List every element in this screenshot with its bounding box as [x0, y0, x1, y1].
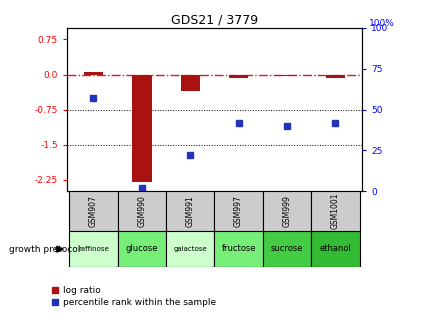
Bar: [325, 75, 344, 78]
Text: 100%: 100%: [368, 19, 393, 28]
Bar: [228, 75, 248, 78]
FancyBboxPatch shape: [166, 191, 214, 231]
Text: GSM999: GSM999: [282, 195, 291, 227]
FancyBboxPatch shape: [214, 191, 262, 231]
Text: GSM1001: GSM1001: [330, 193, 339, 229]
Text: GSM990: GSM990: [137, 195, 146, 227]
Legend: log ratio, percentile rank within the sample: log ratio, percentile rank within the sa…: [47, 283, 219, 310]
FancyBboxPatch shape: [69, 231, 117, 267]
Text: raffinose: raffinose: [78, 246, 108, 251]
Text: glucose: glucose: [125, 244, 158, 253]
Bar: [132, 75, 151, 182]
FancyBboxPatch shape: [69, 191, 117, 231]
Text: growth protocol: growth protocol: [9, 245, 80, 254]
Bar: [276, 75, 296, 76]
FancyBboxPatch shape: [262, 191, 310, 231]
Bar: [180, 75, 200, 91]
FancyBboxPatch shape: [262, 231, 310, 267]
FancyBboxPatch shape: [214, 231, 262, 267]
Text: GSM991: GSM991: [185, 195, 194, 227]
Text: ethanol: ethanol: [319, 244, 350, 253]
FancyBboxPatch shape: [117, 231, 166, 267]
FancyBboxPatch shape: [117, 191, 166, 231]
FancyBboxPatch shape: [310, 231, 359, 267]
FancyBboxPatch shape: [166, 231, 214, 267]
Text: sucrose: sucrose: [270, 244, 303, 253]
Text: fructose: fructose: [221, 244, 255, 253]
Text: galactose: galactose: [173, 246, 206, 251]
Bar: [83, 72, 103, 75]
FancyBboxPatch shape: [310, 191, 359, 231]
Title: GDS21 / 3779: GDS21 / 3779: [170, 14, 258, 26]
Text: GSM907: GSM907: [89, 195, 98, 227]
Text: GSM997: GSM997: [233, 195, 243, 227]
